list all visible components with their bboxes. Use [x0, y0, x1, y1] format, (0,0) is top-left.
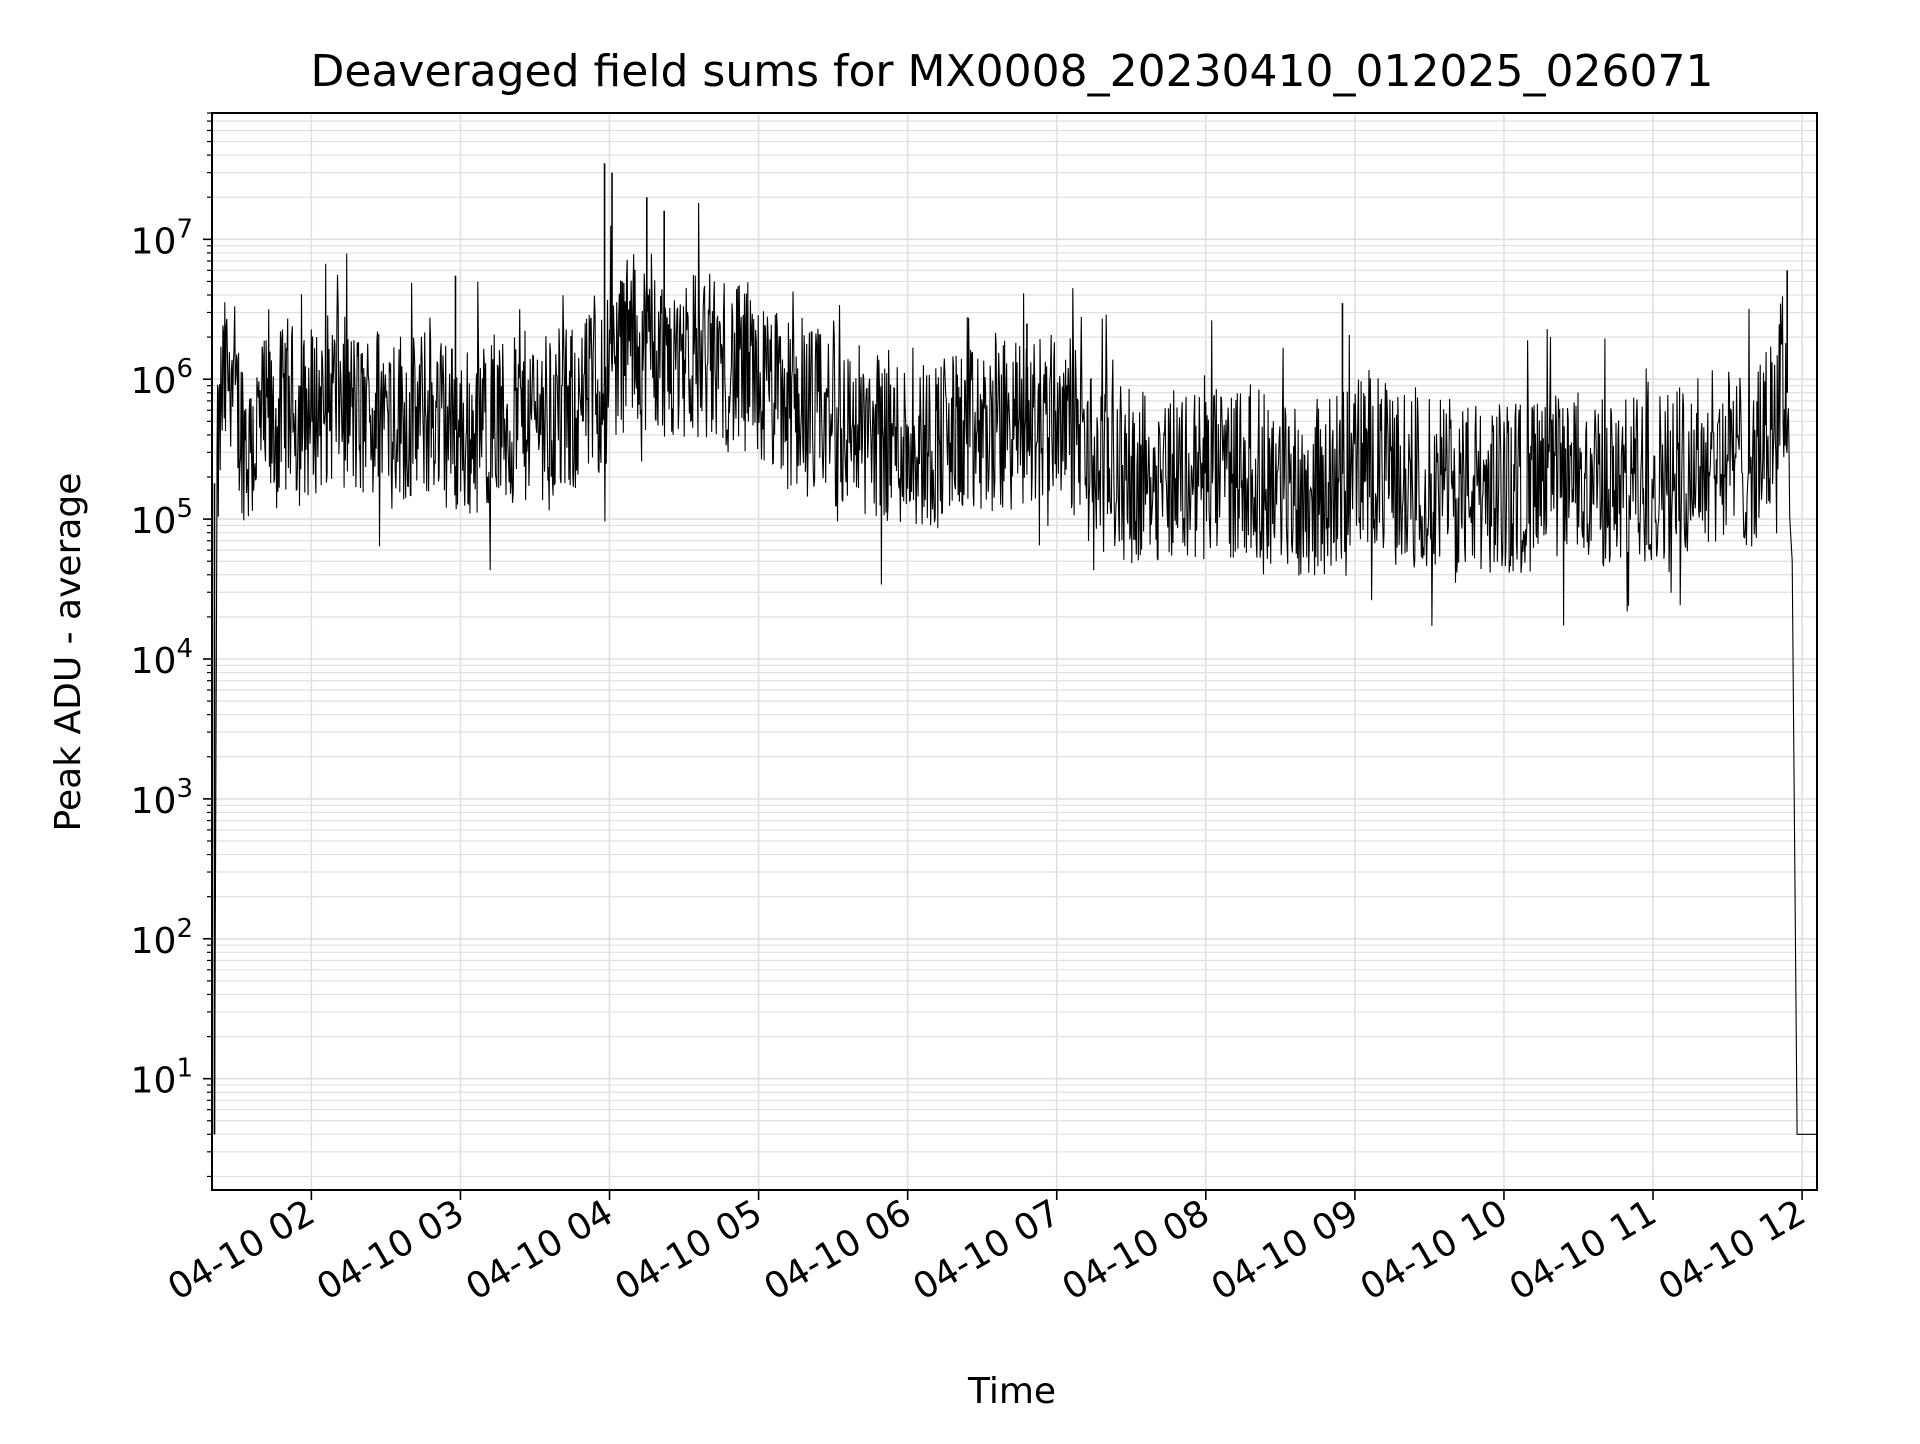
x-axis-label: Time — [967, 1371, 1056, 1412]
y-tick-label: 102 — [131, 914, 193, 962]
y-axis-label: Peak ADU - average — [48, 473, 89, 832]
y-tick-label: 105 — [131, 494, 193, 542]
series-line — [213, 202, 1817, 1135]
y-tick-label: 107 — [131, 214, 193, 262]
chart-title: Deaveraged field sums for MX0008_2023041… — [311, 46, 1714, 97]
y-tick-label: 106 — [131, 354, 193, 402]
grid — [212, 112, 1817, 1190]
y-axis-ticks: 101 102 103 104 105 106 107 — [131, 112, 212, 1178]
series — [213, 163, 1817, 1135]
plot-frame — [211, 112, 1818, 1191]
y-tick-label: 104 — [131, 634, 193, 682]
y-tick-label: 101 — [131, 1054, 193, 1102]
y-tick-label: 103 — [131, 774, 193, 822]
